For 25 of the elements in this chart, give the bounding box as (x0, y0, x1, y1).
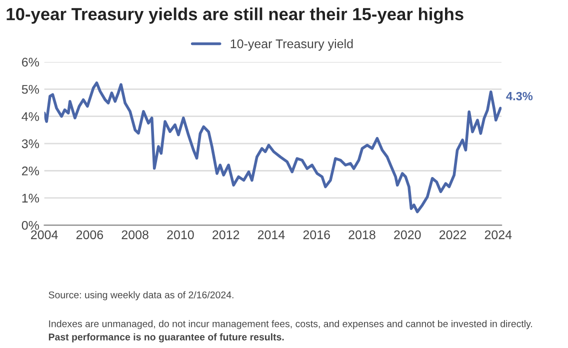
x-tick-label: 2018 (348, 230, 376, 240)
x-tick-label: 2014 (258, 230, 285, 240)
x-tick-label: 2012 (212, 230, 240, 240)
text: Indexes are unmanaged, do not incur management fees, costs, and expenses and cannot be invested in directly. (49, 320, 532, 330)
text: Past performance is no guarantee of future results. (48, 333, 284, 342)
chart-title: 10-year Treasury yields are still near their 15-year highs (6, 8, 464, 24)
source-note: Source: using weekly data as of 2/16/2024. (48, 291, 234, 300)
y-tick-label: 2% (22, 166, 39, 176)
x-tick-label: 2008 (122, 230, 148, 240)
x-tick-label: 2010 (167, 230, 194, 240)
x-tick-label: 2006 (76, 230, 104, 240)
y-tick-label: 5% (22, 85, 39, 94)
line-series (44, 82, 502, 214)
x-tick-label: 2024 (484, 230, 512, 240)
x-tick-label: 2016 (303, 230, 330, 240)
annotation: 4.3% (506, 92, 533, 100)
y-tick-label: 0% (22, 220, 39, 230)
y-tick-label: 3% (22, 139, 39, 148)
x-tick-label: 2020 (394, 230, 421, 240)
y-tick-label: 1% (22, 194, 39, 203)
legend-label: 10-year Treasury yield (230, 39, 353, 51)
y-tick-label: 4% (22, 112, 39, 121)
y-tick-label: 6% (22, 58, 39, 67)
x-tick-label: 2022 (439, 230, 466, 240)
x-tick-label: 2004 (31, 230, 58, 240)
